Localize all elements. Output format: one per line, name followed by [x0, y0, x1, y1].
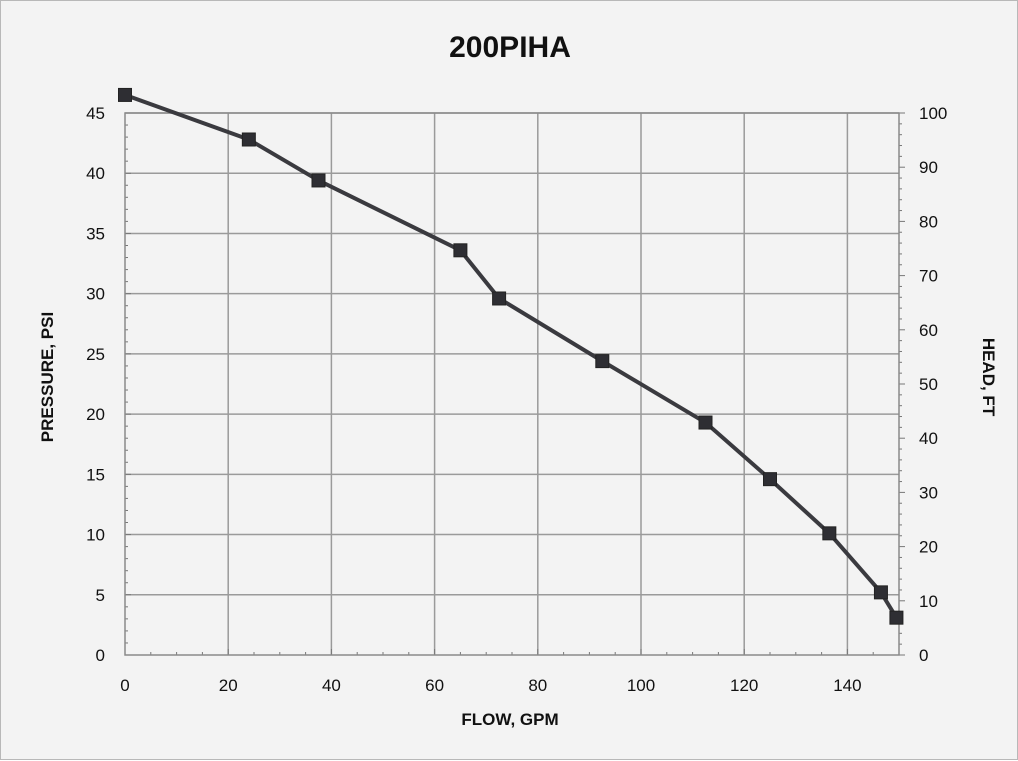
y-tick-label: 30 — [86, 285, 105, 304]
data-point-marker — [873, 585, 888, 600]
data-point-marker — [822, 526, 837, 541]
y-tick-label: 40 — [86, 164, 105, 183]
y-tick-label: 45 — [86, 104, 105, 123]
y-tick-label: 25 — [86, 345, 105, 364]
y2-tick-label: 40 — [919, 429, 938, 448]
x-tick-label: 20 — [219, 676, 238, 695]
data-point-marker — [595, 354, 610, 369]
y-tick-label: 15 — [86, 465, 105, 484]
y2-tick-label: 30 — [919, 483, 938, 502]
y2-axis-tick-labels: 0 10 20 30 40 50 60 70 80 90 100 — [919, 104, 947, 665]
y2-tick-label: 100 — [919, 104, 947, 123]
data-point-marker — [763, 472, 777, 487]
y2-tick-label: 70 — [919, 267, 938, 286]
y-tick-label: 35 — [86, 224, 105, 243]
x-tick-label: 80 — [528, 676, 547, 695]
y2-tick-label: 10 — [919, 592, 938, 611]
x-tick-label: 140 — [833, 676, 861, 695]
data-point-marker — [311, 173, 326, 188]
data-point-marker — [453, 243, 468, 258]
data-point-marker — [118, 87, 132, 102]
y2-tick-label: 50 — [919, 375, 938, 394]
data-point-marker — [698, 415, 713, 430]
y2-tick-label: 60 — [919, 321, 938, 340]
x-tick-label: 0 — [120, 676, 129, 695]
chart-title: 200PIHA — [449, 31, 571, 64]
x-axis-tick-labels: 0 20 40 60 80 100 120 140 — [120, 676, 861, 695]
grid-lines — [125, 112, 899, 655]
series-pressure-curve — [118, 87, 904, 625]
x-axis-title: FLOW, GPM — [461, 710, 558, 729]
plot-area-border — [124, 112, 900, 656]
x-tick-label: 40 — [322, 676, 341, 695]
y-tick-label: 10 — [86, 526, 105, 545]
y-tick-label: 0 — [96, 646, 105, 665]
y2-tick-label: 20 — [919, 538, 938, 557]
data-point-marker — [241, 132, 256, 147]
y-axis-tick-labels: 0 5 10 15 20 25 30 35 40 45 — [86, 104, 105, 665]
y2-axis-title: HEAD, FT — [979, 338, 998, 417]
y2-tick-label: 0 — [919, 646, 928, 665]
y-tick-label: 5 — [96, 586, 105, 605]
y-tick-label: 20 — [86, 405, 105, 424]
x-tick-label: 120 — [730, 676, 758, 695]
tick-marks — [124, 112, 905, 656]
y2-tick-label: 90 — [919, 158, 938, 177]
y-axis-title: PRESSURE, PSI — [38, 312, 57, 442]
x-tick-label: 60 — [425, 676, 444, 695]
x-tick-label: 100 — [627, 676, 655, 695]
data-point-marker — [492, 291, 507, 306]
data-point-marker — [889, 610, 904, 625]
y2-tick-label: 80 — [919, 212, 938, 231]
